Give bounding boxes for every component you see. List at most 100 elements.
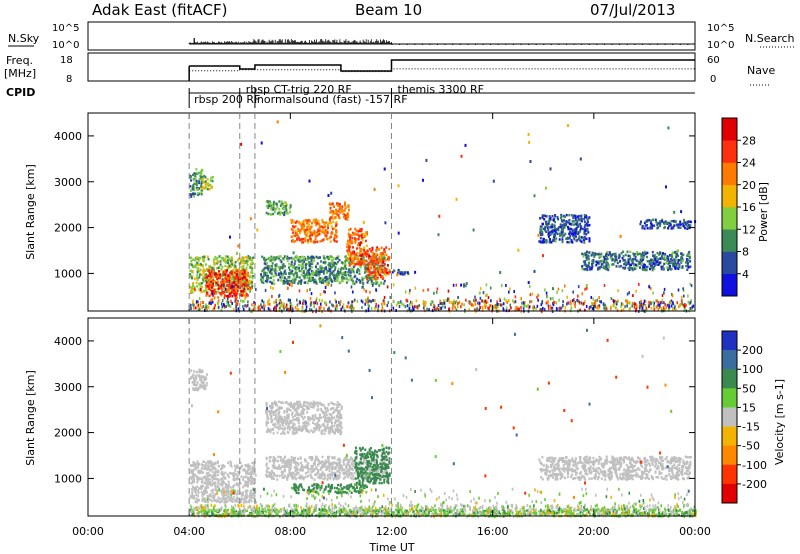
data-cell bbox=[299, 279, 302, 283]
data-cell bbox=[290, 281, 293, 284]
noise-cell bbox=[683, 308, 685, 312]
data-cell bbox=[284, 401, 287, 404]
data-cell bbox=[543, 240, 546, 244]
data-cell bbox=[583, 213, 586, 217]
plot-title: Adak East (fitACF) bbox=[92, 1, 227, 19]
noise-cell bbox=[666, 303, 669, 307]
data-cell bbox=[191, 287, 194, 291]
data-cell bbox=[672, 219, 675, 223]
noise-cell bbox=[430, 302, 432, 306]
noise-cell bbox=[430, 300, 433, 304]
data-cell bbox=[201, 178, 204, 181]
data-cell bbox=[290, 256, 293, 260]
noise-cell bbox=[329, 300, 331, 304]
data-cell bbox=[381, 277, 384, 280]
noise-cell bbox=[496, 305, 499, 309]
cpid-segment-label: normalsound (fast) -157 RF bbox=[257, 93, 408, 106]
noise-cell bbox=[448, 300, 451, 304]
noise-cell bbox=[514, 295, 517, 299]
data-cell bbox=[374, 262, 377, 265]
noise-cell bbox=[383, 299, 385, 303]
data-cell bbox=[245, 481, 248, 484]
data-cell bbox=[242, 268, 245, 271]
noise-cell bbox=[263, 304, 265, 308]
noise-cell bbox=[527, 303, 529, 307]
data-cell bbox=[249, 470, 252, 474]
noise-cell bbox=[663, 301, 665, 305]
noise-cell bbox=[478, 301, 481, 305]
noise-cell bbox=[662, 306, 665, 310]
data-cell bbox=[358, 264, 361, 267]
data-cell bbox=[209, 498, 211, 501]
data-cell bbox=[229, 491, 232, 495]
data-cell bbox=[296, 267, 299, 271]
noise-cell bbox=[478, 308, 481, 312]
data-cell bbox=[381, 271, 384, 274]
data-cell bbox=[684, 226, 687, 230]
nave-line bbox=[189, 68, 695, 73]
data-cell bbox=[293, 423, 296, 426]
data-cell bbox=[195, 281, 198, 285]
data-cell bbox=[325, 234, 328, 237]
data-cell bbox=[278, 268, 281, 271]
data-cell bbox=[202, 181, 205, 184]
data-cell bbox=[597, 252, 600, 256]
noise-cell bbox=[546, 295, 549, 299]
data-cell bbox=[314, 237, 317, 241]
data-cell bbox=[329, 268, 332, 271]
data-cell bbox=[656, 260, 659, 263]
scatter-cell bbox=[330, 191, 333, 195]
data-cell bbox=[543, 214, 545, 217]
data-cell bbox=[224, 273, 227, 276]
data-cell bbox=[204, 377, 207, 381]
data-cell bbox=[586, 268, 589, 272]
data-cell bbox=[551, 225, 553, 229]
data-cell bbox=[667, 227, 670, 230]
noise-cell bbox=[209, 299, 212, 303]
data-cell bbox=[199, 174, 202, 178]
data-cell bbox=[284, 269, 287, 272]
noise-cell bbox=[482, 300, 485, 304]
data-cell bbox=[571, 232, 573, 236]
data-cell bbox=[193, 186, 196, 189]
data-cell bbox=[246, 294, 249, 297]
data-cell bbox=[383, 263, 386, 266]
nsearch-dot bbox=[664, 44, 666, 45]
noise-cell bbox=[334, 307, 337, 311]
noise-cell bbox=[514, 300, 517, 304]
data-cell bbox=[298, 267, 301, 270]
noise-cell bbox=[249, 286, 252, 290]
data-cell bbox=[245, 493, 248, 497]
noise-cell bbox=[505, 299, 508, 303]
scatter-cell bbox=[478, 291, 481, 295]
data-cell bbox=[244, 480, 247, 483]
data-cell bbox=[325, 221, 328, 224]
data-cell bbox=[265, 200, 268, 203]
data-cell bbox=[373, 269, 376, 272]
freq-label: Freq. bbox=[6, 54, 33, 67]
data-cell bbox=[559, 223, 562, 226]
data-cell bbox=[244, 464, 247, 467]
nsearch-dot bbox=[619, 44, 621, 45]
data-cell bbox=[573, 223, 576, 226]
data-cell bbox=[304, 273, 307, 276]
data-cell bbox=[583, 241, 586, 244]
data-cell bbox=[246, 274, 249, 278]
data-cell bbox=[669, 224, 672, 227]
data-cell bbox=[202, 381, 205, 384]
nsearch-dot bbox=[482, 44, 484, 45]
noise-cell bbox=[467, 300, 470, 304]
data-cell bbox=[200, 290, 202, 293]
data-cell bbox=[677, 226, 680, 229]
data-cell bbox=[346, 242, 349, 245]
data-cell bbox=[236, 489, 239, 493]
data-cell bbox=[577, 218, 580, 221]
data-cell bbox=[333, 279, 336, 282]
data-cell bbox=[209, 464, 212, 468]
data-cell bbox=[306, 401, 309, 405]
noise-cell bbox=[194, 287, 196, 291]
data-cell bbox=[269, 213, 272, 216]
data-cell bbox=[359, 248, 362, 252]
data-cell bbox=[577, 214, 580, 218]
data-cell bbox=[675, 255, 678, 259]
